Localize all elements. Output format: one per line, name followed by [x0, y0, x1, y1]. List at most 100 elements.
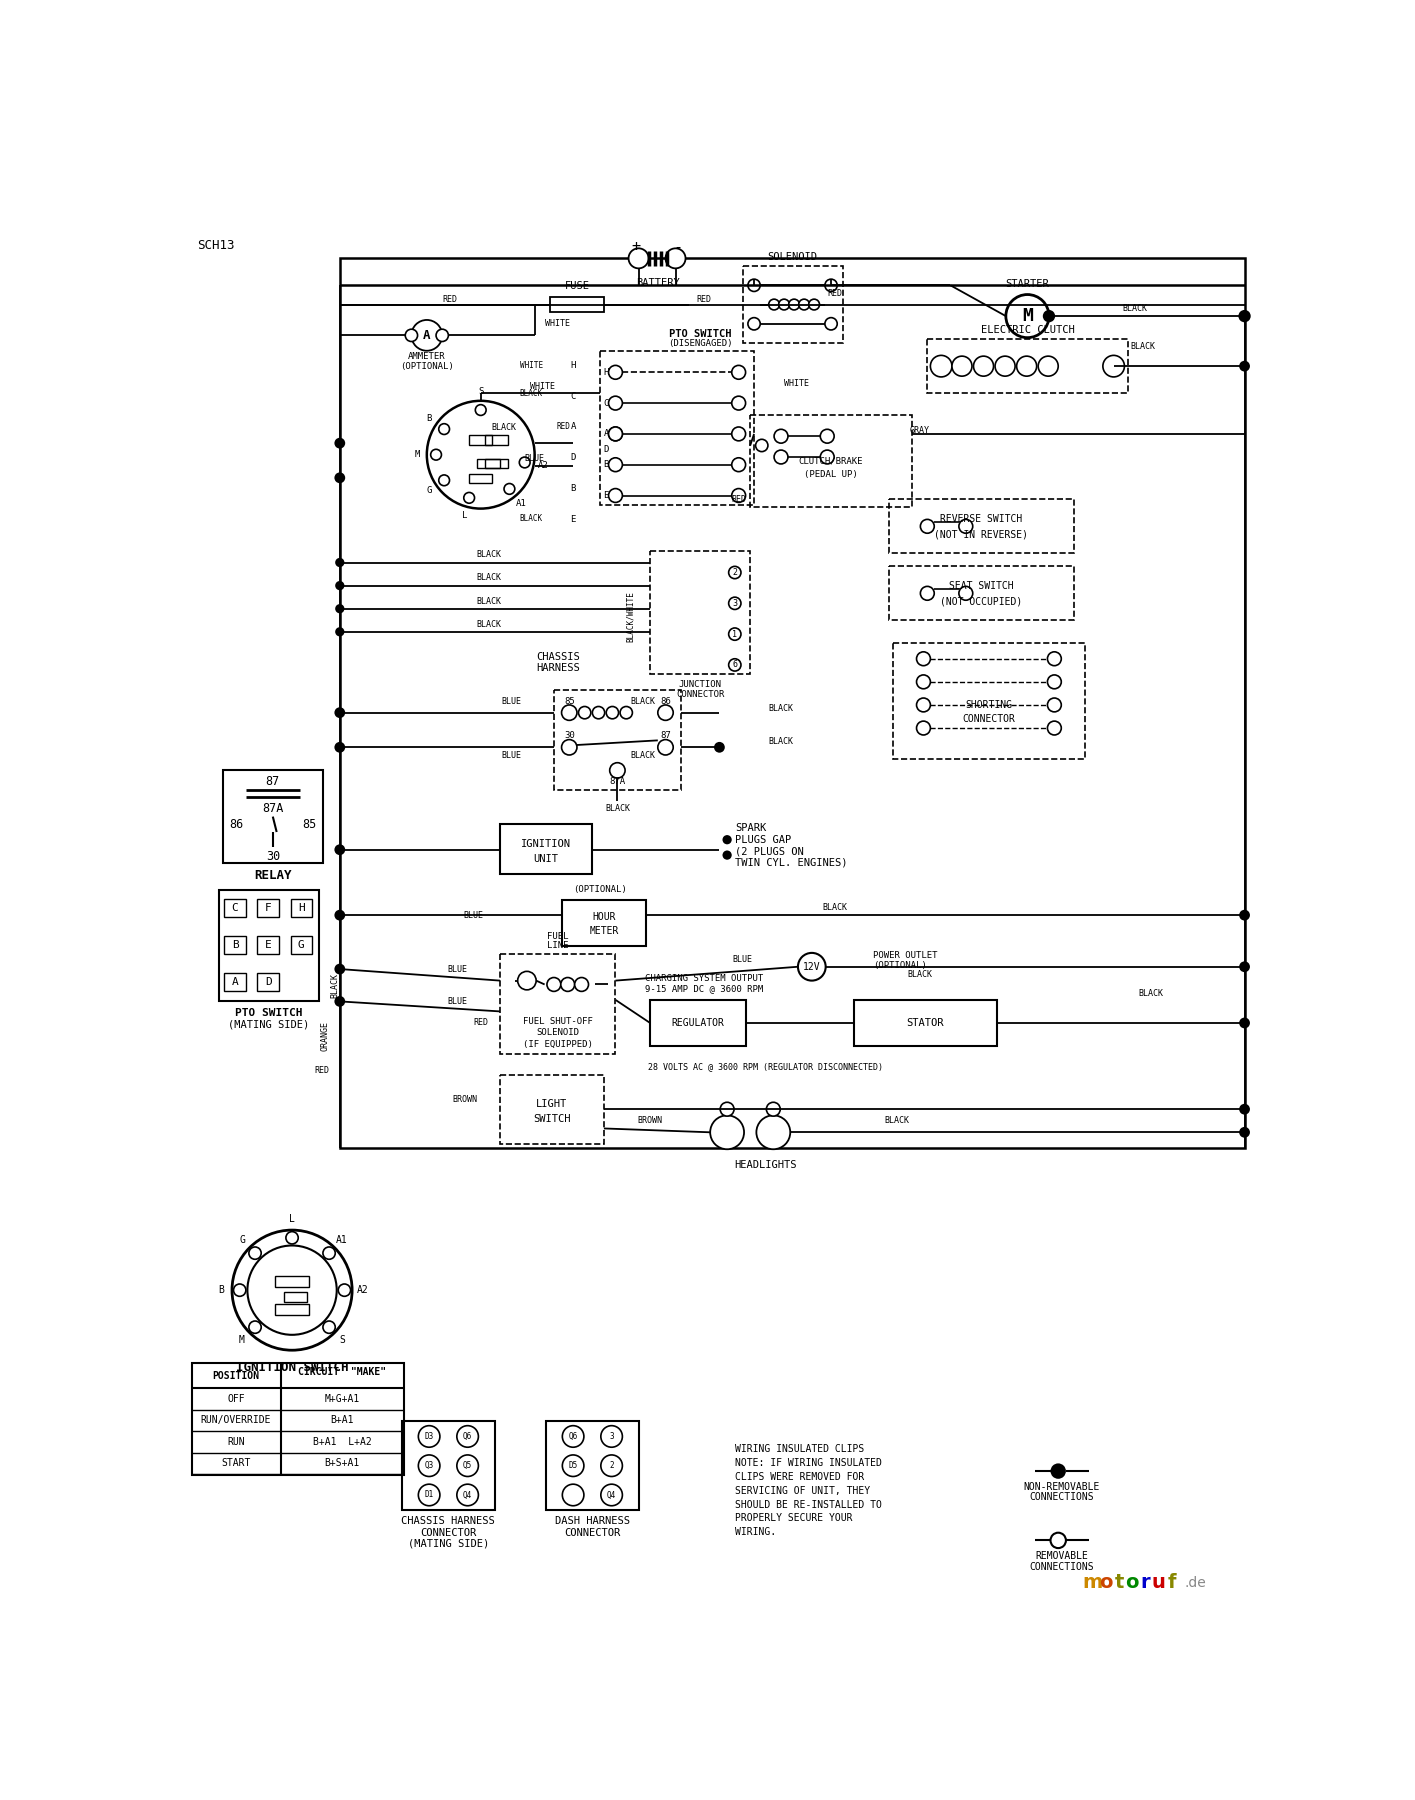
Circle shape — [334, 742, 345, 752]
Text: BLACK: BLACK — [475, 574, 501, 583]
Circle shape — [995, 356, 1015, 376]
Text: BLACK: BLACK — [1138, 990, 1163, 999]
Circle shape — [1047, 675, 1061, 689]
Circle shape — [658, 706, 674, 720]
Text: H: H — [604, 367, 608, 376]
Text: BLACK: BLACK — [475, 619, 501, 628]
Text: BLACK: BLACK — [475, 596, 501, 605]
Text: BROWN: BROWN — [453, 1096, 478, 1105]
Text: (IF EQUIPPED): (IF EQUIPPED) — [522, 1040, 593, 1049]
Text: BLACK: BLACK — [630, 751, 655, 760]
Text: Q4: Q4 — [607, 1490, 617, 1499]
Circle shape — [1016, 356, 1037, 376]
Text: SEAT SWITCH: SEAT SWITCH — [949, 581, 1013, 590]
Text: BLACK: BLACK — [519, 515, 542, 524]
Text: (NOT OCCUPIED): (NOT OCCUPIED) — [940, 596, 1022, 607]
Text: RED: RED — [443, 295, 457, 304]
Circle shape — [917, 652, 931, 666]
Text: -: - — [674, 239, 682, 254]
Bar — [649, 551, 750, 675]
Bar — [649, 999, 746, 1046]
Text: 2: 2 — [733, 569, 737, 578]
Text: BLACK: BLACK — [768, 704, 794, 713]
Text: Q4: Q4 — [463, 1490, 473, 1499]
Circle shape — [439, 423, 450, 434]
Circle shape — [1039, 356, 1058, 376]
Text: o: o — [1125, 1573, 1139, 1593]
Circle shape — [334, 963, 345, 974]
Text: CHARGING SYSTEM OUTPUT: CHARGING SYSTEM OUTPUT — [645, 974, 763, 983]
Text: E: E — [604, 491, 608, 500]
Circle shape — [825, 279, 838, 292]
Text: CONNECTOR: CONNECTOR — [676, 691, 724, 700]
Circle shape — [249, 1321, 262, 1334]
Circle shape — [749, 279, 760, 292]
Circle shape — [1240, 360, 1249, 371]
Text: BROWN: BROWN — [638, 1116, 662, 1125]
Text: B: B — [570, 484, 576, 493]
Circle shape — [825, 317, 838, 329]
Bar — [499, 1075, 604, 1143]
Text: REVERSE SWITCH: REVERSE SWITCH — [940, 513, 1022, 524]
Text: (NOT IN REVERSE): (NOT IN REVERSE) — [934, 529, 1029, 538]
Circle shape — [335, 626, 344, 637]
Circle shape — [729, 567, 741, 578]
Text: ORANGE: ORANGE — [320, 1021, 330, 1051]
Circle shape — [1240, 1127, 1249, 1138]
Circle shape — [1006, 295, 1049, 338]
Circle shape — [1043, 310, 1056, 322]
Text: f: f — [1167, 1573, 1176, 1593]
Circle shape — [608, 457, 623, 472]
Circle shape — [1102, 355, 1125, 376]
Text: BLACK: BLACK — [822, 904, 848, 913]
Bar — [600, 351, 754, 504]
Text: BLACK: BLACK — [330, 974, 340, 999]
Circle shape — [720, 1102, 734, 1116]
Text: B+S+A1: B+S+A1 — [324, 1458, 359, 1469]
Text: BLACK/WHITE: BLACK/WHITE — [627, 590, 635, 643]
Text: WHITE: WHITE — [519, 360, 543, 369]
Circle shape — [729, 628, 741, 641]
Circle shape — [419, 1426, 440, 1447]
Circle shape — [323, 1321, 335, 1334]
Circle shape — [608, 427, 623, 441]
Text: DASH HARNESS: DASH HARNESS — [555, 1516, 630, 1526]
Text: BLACK: BLACK — [768, 738, 794, 747]
Text: L: L — [289, 1215, 294, 1224]
Circle shape — [601, 1454, 623, 1476]
Circle shape — [430, 450, 441, 461]
Circle shape — [952, 356, 972, 376]
Text: Q5: Q5 — [463, 1462, 473, 1471]
Text: JUNCTION: JUNCTION — [679, 680, 722, 689]
Text: RED: RED — [558, 423, 570, 432]
Text: D1: D1 — [424, 1490, 434, 1499]
Text: S: S — [340, 1336, 345, 1345]
Circle shape — [579, 706, 591, 718]
Text: 87: 87 — [266, 776, 280, 788]
Text: B: B — [426, 414, 432, 423]
Bar — [275, 1303, 308, 1314]
Text: BLACK: BLACK — [604, 805, 630, 814]
Text: CHASSIS HARNESS: CHASSIS HARNESS — [402, 1516, 495, 1526]
Circle shape — [658, 740, 674, 754]
Text: BLACK: BLACK — [491, 423, 516, 432]
Circle shape — [723, 850, 732, 860]
Text: Q6: Q6 — [569, 1433, 577, 1442]
Circle shape — [821, 428, 833, 443]
Text: 12V: 12V — [802, 961, 821, 972]
Circle shape — [715, 742, 724, 752]
Circle shape — [457, 1426, 478, 1447]
Text: BLUE: BLUE — [733, 954, 753, 963]
Text: RED: RED — [314, 1066, 330, 1075]
Circle shape — [334, 472, 345, 482]
Text: RUN: RUN — [226, 1436, 245, 1447]
Text: (MATING SIDE): (MATING SIDE) — [228, 1019, 310, 1030]
Circle shape — [574, 977, 589, 992]
Text: REMOVABLE: REMOVABLE — [1036, 1552, 1088, 1561]
Bar — [750, 414, 911, 508]
Circle shape — [519, 457, 531, 468]
Text: SERVICING OF UNIT, THEY: SERVICING OF UNIT, THEY — [734, 1485, 870, 1496]
Text: IGNITION SWITCH: IGNITION SWITCH — [236, 1361, 348, 1373]
Text: 3: 3 — [733, 599, 737, 608]
Text: WHITE: WHITE — [545, 319, 570, 328]
